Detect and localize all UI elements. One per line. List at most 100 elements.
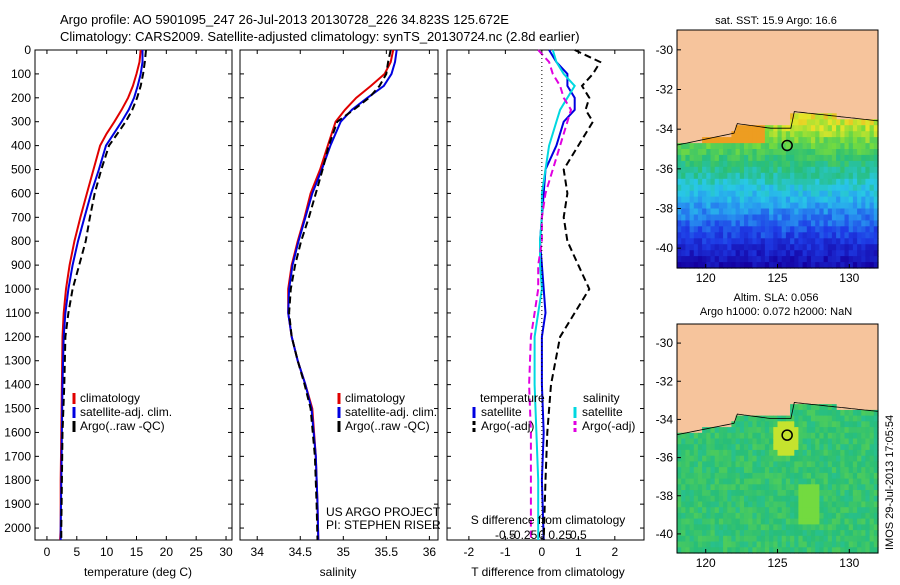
map-cell [727, 214, 733, 221]
map-cell [744, 154, 749, 162]
map-cell [681, 524, 686, 531]
map-cell [723, 478, 728, 485]
map-cell [836, 427, 841, 434]
map-cell [681, 461, 686, 468]
map-cell [802, 226, 808, 233]
x-tick-label: 1 [575, 545, 582, 559]
map-cell [823, 547, 829, 554]
map-cell [811, 535, 816, 543]
map-cell [848, 467, 854, 474]
map-cell [811, 190, 816, 198]
map-cell [769, 524, 774, 531]
map-cell [752, 238, 758, 245]
map-cell [681, 467, 686, 474]
map-cell [727, 208, 733, 215]
map-cell [785, 214, 791, 221]
map-cell [790, 160, 795, 168]
map-cell [811, 472, 816, 480]
map-cell [819, 184, 825, 192]
map-cell [739, 478, 745, 485]
map-cell [865, 220, 871, 227]
map-cell [685, 541, 691, 548]
map-cell [710, 547, 716, 554]
map-cell [702, 461, 707, 468]
map-cell [869, 208, 875, 215]
map-cell [748, 202, 753, 210]
map-cell [773, 455, 779, 462]
map-cell [802, 202, 808, 210]
map-cell [831, 113, 837, 120]
map-cell [848, 484, 854, 491]
map-cell [702, 232, 707, 239]
map-cell [731, 455, 737, 462]
map-cell [748, 438, 753, 445]
map-cell [806, 202, 812, 210]
map-cell [806, 262, 812, 269]
map-cell [844, 427, 850, 434]
map-cell [777, 178, 783, 186]
map-cell [785, 262, 791, 269]
map-cell [836, 507, 841, 514]
map-cell [756, 484, 762, 491]
map-cell [735, 449, 741, 457]
map-cell [815, 220, 820, 227]
map-cell [702, 432, 707, 440]
map-cell [806, 160, 812, 168]
map-cell [773, 507, 779, 514]
map-cell [819, 238, 825, 245]
map-cell [785, 184, 791, 192]
map-cell [731, 172, 737, 180]
map-cell [710, 262, 716, 269]
map-cell [689, 262, 695, 269]
map-cell [777, 184, 783, 192]
map-cell [748, 467, 753, 474]
map-cell [702, 178, 707, 186]
map-cell [739, 501, 745, 508]
map-cell [735, 524, 741, 531]
map-cell [769, 427, 774, 434]
map-cell [861, 409, 867, 417]
map-cell [794, 131, 800, 138]
map-cell [806, 190, 812, 198]
map-cell [739, 202, 745, 210]
map-cell [802, 196, 808, 204]
map-cell [848, 415, 854, 422]
map-cell [836, 202, 841, 210]
map-cell [827, 119, 833, 126]
map-cell [739, 427, 745, 434]
map-cell [844, 262, 850, 269]
map-cell [764, 125, 770, 132]
map-cell [702, 541, 707, 548]
map-cell [706, 154, 712, 162]
map-cell [857, 421, 862, 428]
map-cell [857, 184, 862, 192]
map-cell [677, 518, 682, 525]
map-cell [689, 535, 695, 543]
map-cell [748, 524, 753, 531]
map-cell [844, 184, 850, 192]
map-cell [769, 137, 774, 144]
map-cell [827, 196, 833, 204]
map-cell [794, 202, 800, 210]
map-cell [844, 256, 850, 263]
map-cell [769, 220, 774, 227]
map-cell [677, 154, 682, 162]
map-cell [823, 444, 829, 451]
map-cell [781, 421, 787, 428]
map-cell [869, 501, 875, 508]
map-cell [865, 166, 871, 174]
map-cell [873, 256, 879, 263]
map-cell [794, 244, 800, 251]
map-cell [681, 484, 686, 491]
map-cell [764, 495, 770, 503]
map-cell [790, 541, 795, 548]
map-cell [706, 143, 712, 150]
map-cell [685, 172, 691, 180]
map-cell [790, 137, 795, 144]
map-cell [760, 232, 766, 239]
map-cell [710, 444, 716, 451]
map-cell [769, 478, 774, 485]
y-tick-label: -36 [656, 451, 674, 465]
map-cell [811, 137, 816, 144]
map-cell [873, 119, 879, 126]
